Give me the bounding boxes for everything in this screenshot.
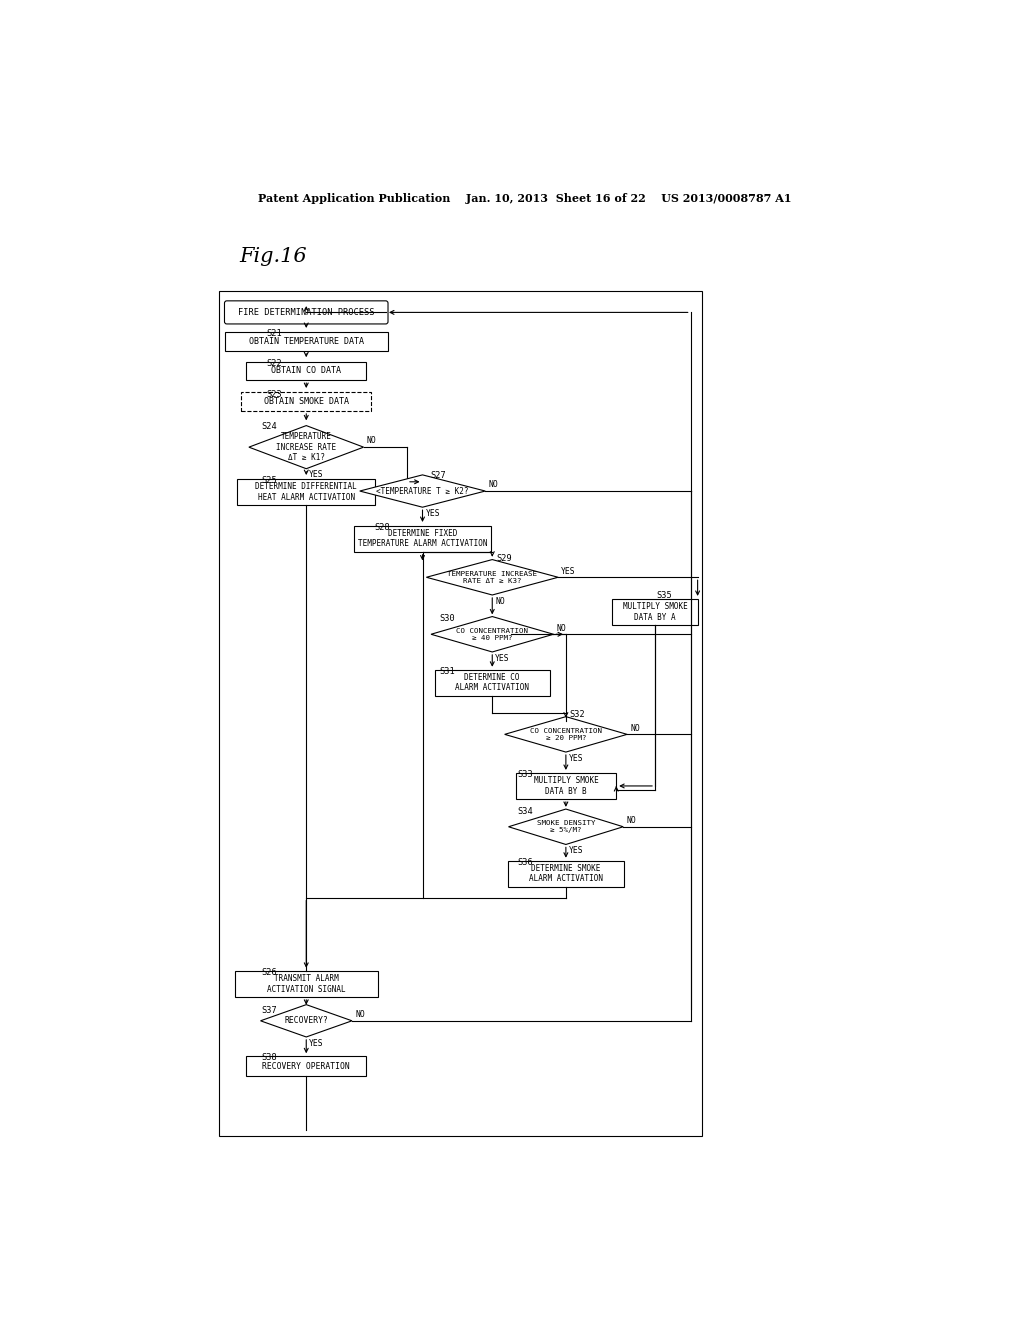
Text: S22: S22 bbox=[266, 359, 282, 368]
Text: S29: S29 bbox=[496, 554, 512, 564]
Text: YES: YES bbox=[309, 1039, 324, 1048]
Polygon shape bbox=[509, 809, 624, 845]
Text: RECOVERY OPERATION: RECOVERY OPERATION bbox=[262, 1061, 350, 1071]
Text: S21: S21 bbox=[266, 330, 282, 338]
Text: YES: YES bbox=[569, 754, 584, 763]
Text: S30: S30 bbox=[439, 614, 456, 623]
Text: S23: S23 bbox=[266, 389, 282, 399]
Text: YES: YES bbox=[496, 653, 510, 663]
Text: YES: YES bbox=[569, 846, 584, 855]
Text: RECOVERY?: RECOVERY? bbox=[285, 1016, 328, 1026]
Text: TEMPERATURE INCREASE
RATE ΔT ≥ K3?: TEMPERATURE INCREASE RATE ΔT ≥ K3? bbox=[447, 570, 538, 583]
Text: S28: S28 bbox=[375, 523, 390, 532]
Bar bbox=[225, 333, 388, 351]
Text: MULTIPLY SMOKE
DATA BY B: MULTIPLY SMOKE DATA BY B bbox=[534, 776, 598, 796]
Polygon shape bbox=[249, 425, 364, 469]
Text: DETERMINE SMOKE
ALARM ACTIVATION: DETERMINE SMOKE ALARM ACTIVATION bbox=[528, 865, 603, 883]
Text: S31: S31 bbox=[439, 667, 456, 676]
Text: S27: S27 bbox=[430, 471, 446, 480]
Bar bbox=[234, 970, 378, 997]
Text: NO: NO bbox=[627, 816, 636, 825]
Text: MULTIPLY SMOKE
DATA BY A: MULTIPLY SMOKE DATA BY A bbox=[623, 602, 687, 622]
Text: Fig.16: Fig.16 bbox=[239, 247, 306, 267]
FancyBboxPatch shape bbox=[224, 301, 388, 323]
Text: NO: NO bbox=[557, 623, 566, 632]
Text: FIRE DETERMINATION PROCESS: FIRE DETERMINATION PROCESS bbox=[238, 308, 375, 317]
Text: CO CONCENTRATION
≥ 40 PPM?: CO CONCENTRATION ≥ 40 PPM? bbox=[457, 628, 528, 640]
Text: S25: S25 bbox=[261, 475, 278, 484]
Text: TRANSMIT ALARM
ACTIVATION SIGNAL: TRANSMIT ALARM ACTIVATION SIGNAL bbox=[267, 974, 345, 994]
Text: NO: NO bbox=[488, 480, 498, 490]
Text: S24: S24 bbox=[261, 422, 278, 430]
Text: SMOKE DENSITY
≥ 5%/M?: SMOKE DENSITY ≥ 5%/M? bbox=[537, 820, 595, 833]
Polygon shape bbox=[359, 475, 485, 507]
Text: Patent Application Publication    Jan. 10, 2013  Sheet 16 of 22    US 2013/00087: Patent Application Publication Jan. 10, … bbox=[258, 193, 792, 205]
Text: S33: S33 bbox=[518, 770, 534, 779]
Text: S37: S37 bbox=[261, 1006, 278, 1015]
Text: S38: S38 bbox=[261, 1053, 278, 1063]
Text: DETERMINE DIFFERENTIAL
HEAT ALARM ACTIVATION: DETERMINE DIFFERENTIAL HEAT ALARM ACTIVA… bbox=[255, 482, 357, 502]
Text: CO CONCENTRATION
≥ 20 PPM?: CO CONCENTRATION ≥ 20 PPM? bbox=[529, 727, 602, 741]
Text: TEMPERATURE
INCREASE RATE
ΔT ≥ K1?: TEMPERATURE INCREASE RATE ΔT ≥ K1? bbox=[276, 432, 336, 462]
Text: YES: YES bbox=[309, 470, 324, 479]
Polygon shape bbox=[505, 717, 627, 752]
Bar bbox=[508, 861, 624, 887]
Text: YES: YES bbox=[561, 566, 575, 576]
Polygon shape bbox=[431, 616, 554, 652]
Polygon shape bbox=[260, 1005, 352, 1038]
Polygon shape bbox=[426, 560, 558, 595]
Text: S35: S35 bbox=[656, 591, 673, 601]
Bar bbox=[219, 290, 701, 1137]
Bar bbox=[246, 1056, 367, 1076]
Bar bbox=[241, 392, 372, 411]
Text: NO: NO bbox=[367, 437, 377, 445]
Text: NO: NO bbox=[496, 597, 505, 606]
Text: NO: NO bbox=[355, 1010, 365, 1019]
Bar bbox=[435, 669, 550, 696]
Text: YES: YES bbox=[426, 510, 440, 517]
Text: <TEMPERATURE T ≥ K2?: <TEMPERATURE T ≥ K2? bbox=[376, 487, 469, 495]
Text: DETERMINE CO
ALARM ACTIVATION: DETERMINE CO ALARM ACTIVATION bbox=[456, 673, 529, 693]
Bar bbox=[612, 599, 697, 626]
Text: NO: NO bbox=[630, 723, 640, 733]
Text: S36: S36 bbox=[518, 858, 534, 867]
Text: DETERMINE FIXED
TEMPERATURE ALARM ACTIVATION: DETERMINE FIXED TEMPERATURE ALARM ACTIVA… bbox=[357, 529, 487, 549]
Bar bbox=[238, 479, 375, 506]
Bar bbox=[515, 774, 616, 799]
Text: OBTAIN SMOKE DATA: OBTAIN SMOKE DATA bbox=[264, 397, 349, 407]
Text: OBTAIN CO DATA: OBTAIN CO DATA bbox=[271, 367, 341, 375]
Bar bbox=[353, 525, 492, 552]
Bar bbox=[246, 362, 367, 380]
Text: S32: S32 bbox=[569, 710, 586, 719]
Text: OBTAIN TEMPERATURE DATA: OBTAIN TEMPERATURE DATA bbox=[249, 337, 364, 346]
Text: S26: S26 bbox=[261, 968, 278, 977]
Text: S34: S34 bbox=[518, 807, 534, 816]
